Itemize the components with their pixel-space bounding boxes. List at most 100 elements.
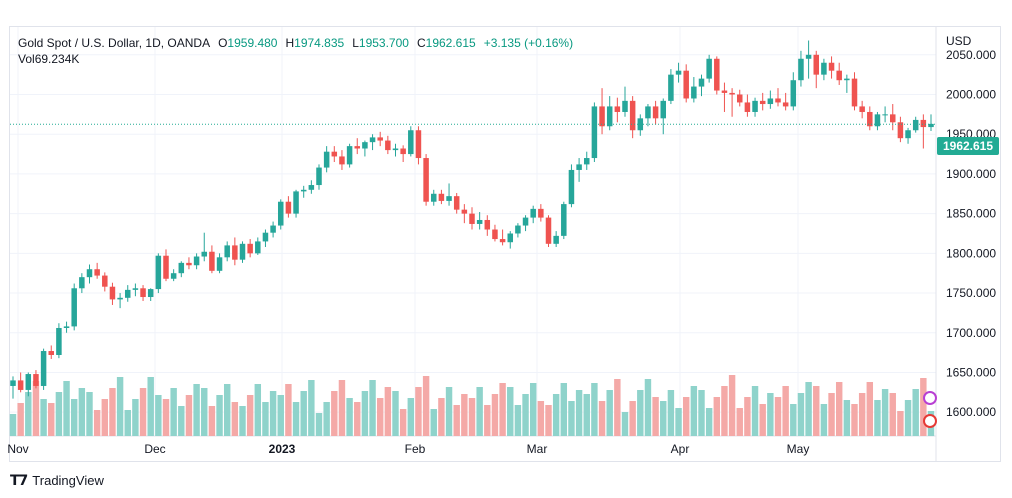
volume-bar [392,391,399,436]
candle-body [645,106,651,119]
volume-bar [155,395,162,436]
volume-bar [422,376,430,436]
low-value: 1953.700 [358,36,409,50]
volume-bar [354,402,361,436]
event-marker-icon [923,391,937,405]
candle-body [668,74,674,101]
x-tick-label: 2023 [269,442,296,456]
y-tick-label: 1850.000 [946,207,996,221]
symbol-title[interactable]: Gold Spot / U.S. Dollar, 1D, OANDA [18,36,211,50]
volume-bar [751,386,759,436]
candle-body [790,80,797,107]
volume-bar [713,397,721,436]
x-tick-label: Dec [144,442,165,456]
volume-bar [774,397,782,436]
candle-body [897,122,904,139]
volume-bar [147,377,154,436]
candle-body [25,374,32,390]
candle-body [155,255,162,290]
volume-bar [453,405,460,436]
volume-bar [790,404,797,436]
candle-body [224,245,230,258]
volume-bar [86,392,93,436]
volume-bar [529,383,537,436]
candle-body [132,288,139,290]
volume-bar [445,387,453,436]
candle-body [920,119,927,128]
volume-bar [920,378,927,436]
footer-brand[interactable]: 𝗧𝟳 TradingView [10,472,104,489]
candle-body [377,137,383,141]
change-value: +3.135 (+0.16%) [483,36,574,50]
volume-bar [9,414,17,436]
candle-body [775,98,781,103]
volume-bar [598,401,606,436]
x-tick-label: Feb [405,442,426,456]
volume-bar [63,381,70,436]
candle-body [583,158,590,165]
volume-bar [499,383,506,436]
candle-body [614,106,621,112]
candle-body [805,54,812,59]
volume-bar [193,384,200,436]
candle-body [354,146,361,149]
candle-body [507,233,514,243]
y-tick-label: 1600.000 [946,405,996,419]
volume-bar [744,397,751,436]
volume-bar [484,405,491,436]
candle-body [622,100,628,112]
volume-bar [216,395,223,436]
x-tick-label: Mar [527,442,548,456]
candle-body [691,86,697,99]
currency-label[interactable]: USD [946,34,972,48]
candle-body [652,106,659,119]
candle-body [867,111,873,127]
last-price-tag: 1962.615 [937,137,999,155]
candle-body [86,269,93,278]
x-tick-label: May [787,442,810,456]
candle-body [193,256,200,266]
volume-bar [698,390,705,436]
candle-body [836,70,842,81]
candle-body [247,243,253,254]
volume-bar [415,387,422,436]
volume-label[interactable]: Vol [18,52,35,66]
candle-body [385,140,391,151]
candle-body [828,62,835,71]
candle-body [293,191,299,214]
candle-body [262,232,269,242]
volume-bar [116,377,124,436]
candle-body [170,273,177,279]
volume-bar [897,411,904,436]
candle-body [10,380,16,386]
volume-bar [285,384,292,436]
candle-body [33,374,39,386]
volume-bar [185,395,193,436]
brand-name: TradingView [32,473,104,488]
volume-bar [331,391,338,436]
candle-body [461,209,468,214]
volume-bar [361,391,369,436]
candle-body [63,326,70,328]
candle-body [882,114,888,116]
volume-bar [797,393,805,436]
candle-body [759,100,766,105]
candle-body [736,94,743,103]
volume-bar [101,399,109,436]
volume-bar [292,402,300,436]
candle-body [813,54,820,75]
volume-bar [675,408,682,436]
x-tick-label: Apr [671,442,690,456]
candle-body [362,142,368,149]
candle-body [56,327,62,355]
volume-bar [269,391,277,436]
candle-body [323,151,330,168]
volume-bar [629,401,636,436]
candle-body [553,235,559,244]
volume-bar [537,401,545,436]
candle-body [844,78,850,81]
volume-bar [568,401,575,436]
volume-bar [881,389,889,436]
volume-bar [690,386,698,436]
